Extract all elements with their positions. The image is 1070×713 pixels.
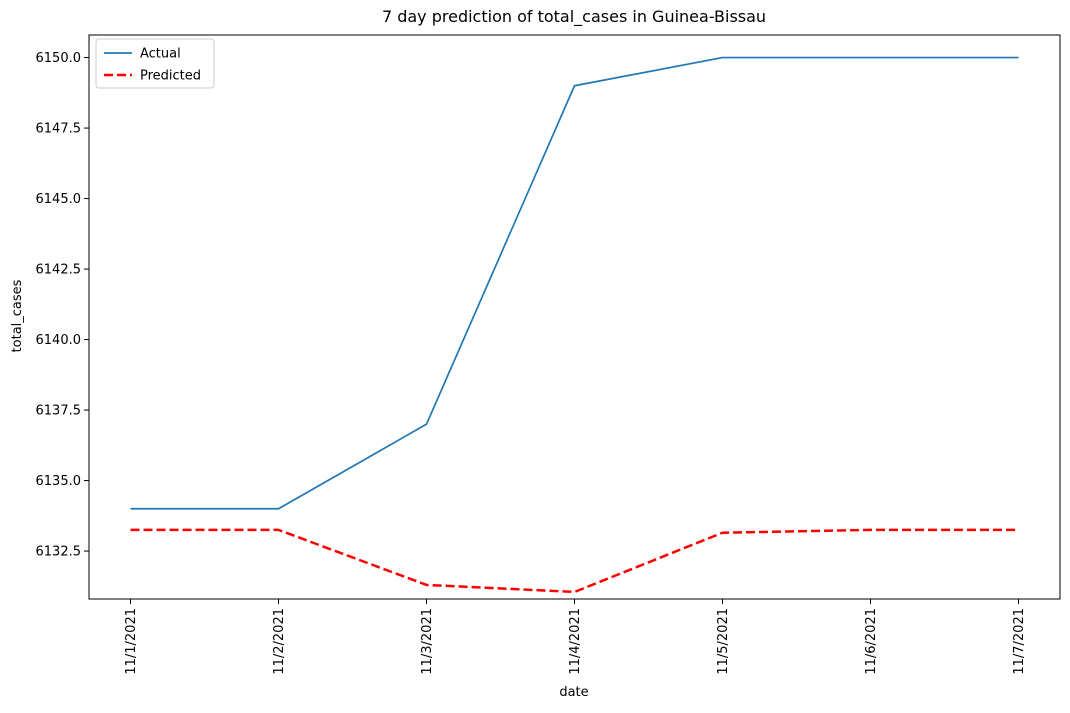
series-layer: [130, 56, 1019, 594]
series-line-actual: [130, 56, 1019, 510]
series-line-predicted: [130, 528, 1019, 594]
y-tick-label: 6145.0: [36, 192, 82, 207]
y-tick-label: 6132.5: [36, 545, 82, 560]
y-tick-label: 6150.0: [36, 51, 82, 66]
legend: Actual Predicted: [95, 38, 215, 89]
x-tick-label: 11/7/2021: [1012, 608, 1027, 675]
x-axis-label: date: [559, 685, 588, 700]
y-tick-label: 6142.5: [36, 263, 82, 278]
x-tick-label: 11/2/2021: [272, 608, 287, 675]
legend-label: Actual: [140, 47, 181, 62]
x-tick-label: 11/1/2021: [124, 608, 139, 675]
x-axis: 11/1/2021 11/2/2021 11/3/2021 11/4/2021 11/5…: [124, 599, 1027, 675]
legend-label: Predicted: [140, 69, 201, 84]
x-tick-label: 11/5/2021: [716, 608, 731, 675]
plot-area: [88, 34, 1061, 600]
y-axis-label: total_cases: [10, 279, 25, 352]
plot-frame: [88, 34, 1061, 600]
y-tick-label: 6147.5: [36, 122, 82, 137]
x-tick-label: 11/6/2021: [864, 608, 879, 675]
x-tick-label: 11/4/2021: [568, 608, 583, 675]
y-tick-label: 6137.5: [36, 404, 82, 419]
y-tick-label: 6135.0: [36, 474, 82, 489]
y-tick-label: 6140.0: [36, 333, 82, 348]
chart-title: 7 day prediction of total_cases in Guine…: [382, 7, 766, 27]
y-axis: 6132.5 6135.0 6137.5 6140.0 6142.5 6145.0 6147…: [36, 51, 89, 560]
x-tick-label: 11/3/2021: [420, 608, 435, 675]
